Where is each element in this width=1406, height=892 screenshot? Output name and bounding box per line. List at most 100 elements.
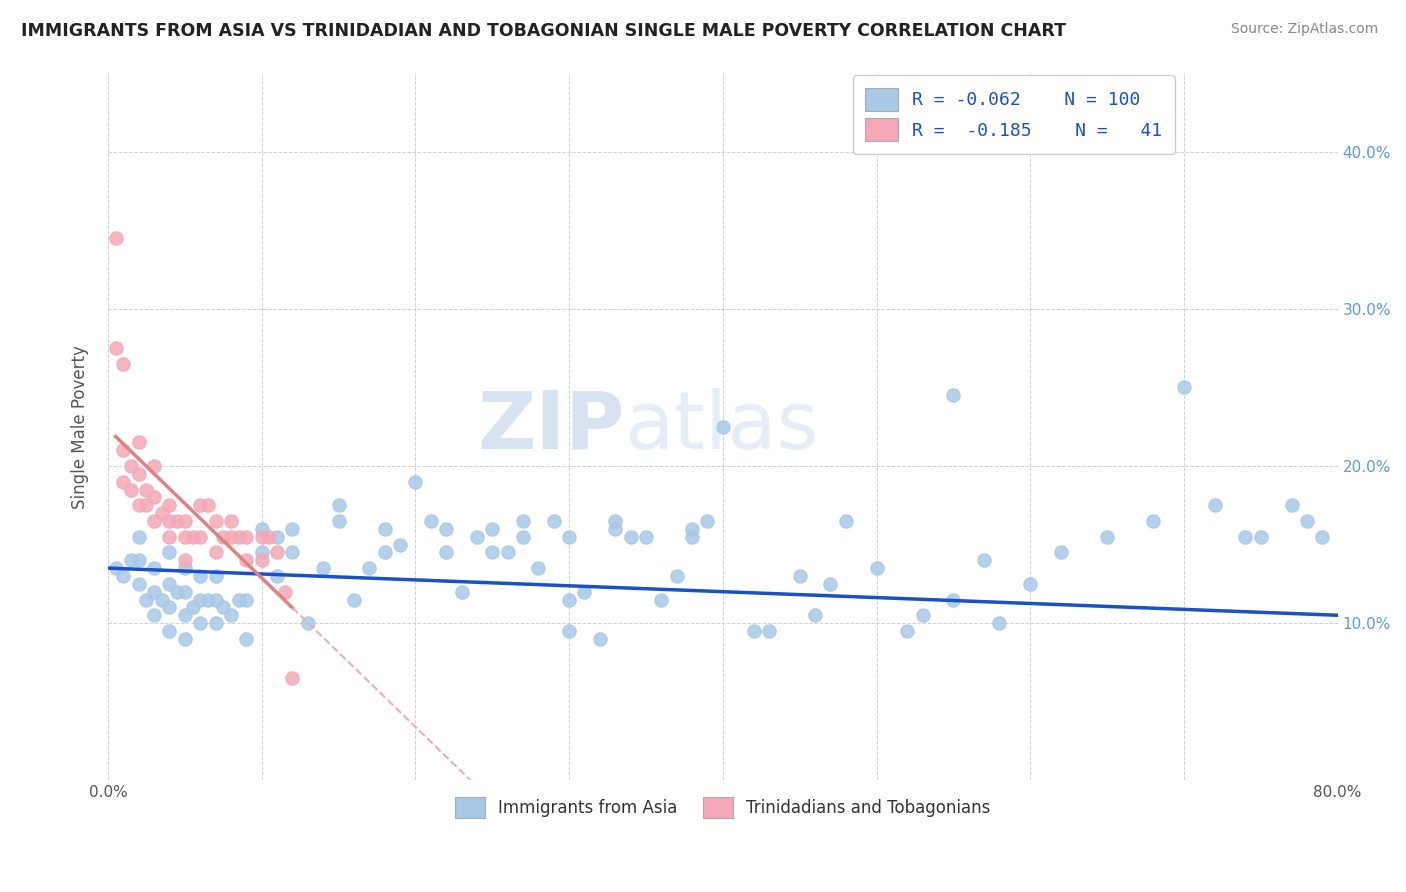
Point — [166, 584, 188, 599]
Point — [128, 498, 150, 512]
Point — [143, 514, 166, 528]
Point — [281, 545, 304, 559]
Point — [250, 553, 273, 567]
Point — [619, 530, 641, 544]
Point — [789, 569, 811, 583]
Point — [143, 458, 166, 473]
Point — [204, 569, 226, 583]
Point — [235, 530, 257, 544]
Point — [404, 475, 426, 489]
Point — [266, 569, 288, 583]
Point — [159, 514, 181, 528]
Point — [374, 522, 396, 536]
Text: ZIP: ZIP — [477, 388, 624, 466]
Point — [173, 561, 195, 575]
Point — [120, 553, 142, 567]
Point — [104, 341, 127, 355]
Text: atlas: atlas — [624, 388, 818, 466]
Point — [104, 231, 127, 245]
Point — [328, 514, 350, 528]
Point — [359, 561, 381, 575]
Point — [558, 592, 581, 607]
Point — [235, 592, 257, 607]
Point — [804, 608, 827, 623]
Point — [942, 592, 965, 607]
Point — [835, 514, 858, 528]
Point — [312, 561, 335, 575]
Point — [481, 545, 503, 559]
Point — [228, 592, 250, 607]
Point — [589, 632, 612, 646]
Point — [250, 530, 273, 544]
Point — [711, 419, 734, 434]
Point — [128, 435, 150, 450]
Point — [135, 498, 157, 512]
Point — [188, 498, 211, 512]
Point — [181, 600, 204, 615]
Point — [166, 514, 188, 528]
Point — [343, 592, 366, 607]
Point — [281, 522, 304, 536]
Point — [219, 530, 242, 544]
Point — [496, 545, 519, 559]
Point — [219, 514, 242, 528]
Point — [512, 514, 534, 528]
Point — [188, 569, 211, 583]
Point — [112, 443, 135, 458]
Point — [159, 577, 181, 591]
Point — [143, 584, 166, 599]
Point — [527, 561, 550, 575]
Point — [173, 514, 195, 528]
Point — [1250, 530, 1272, 544]
Point — [143, 491, 166, 505]
Point — [181, 530, 204, 544]
Point — [173, 584, 195, 599]
Point — [481, 522, 503, 536]
Point — [135, 592, 157, 607]
Point — [650, 592, 672, 607]
Point — [228, 530, 250, 544]
Point — [150, 592, 173, 607]
Point — [742, 624, 765, 638]
Point — [988, 616, 1011, 631]
Point — [159, 624, 181, 638]
Point — [1310, 530, 1333, 544]
Point — [419, 514, 441, 528]
Point — [235, 553, 257, 567]
Point — [1050, 545, 1073, 559]
Point — [173, 553, 195, 567]
Point — [266, 530, 288, 544]
Point — [128, 553, 150, 567]
Point — [1296, 514, 1319, 528]
Point — [465, 530, 488, 544]
Point — [558, 530, 581, 544]
Point — [942, 388, 965, 402]
Point — [143, 561, 166, 575]
Point — [605, 514, 627, 528]
Point — [112, 357, 135, 371]
Point — [297, 616, 319, 631]
Point — [250, 545, 273, 559]
Point — [104, 561, 127, 575]
Point — [173, 632, 195, 646]
Point — [558, 624, 581, 638]
Point — [250, 522, 273, 536]
Point — [374, 545, 396, 559]
Point — [1204, 498, 1226, 512]
Point — [204, 592, 226, 607]
Point — [1019, 577, 1042, 591]
Point — [266, 545, 288, 559]
Point — [434, 522, 457, 536]
Point — [389, 537, 412, 551]
Point — [1095, 530, 1118, 544]
Point — [112, 569, 135, 583]
Point — [1234, 530, 1257, 544]
Point — [911, 608, 934, 623]
Point — [235, 632, 257, 646]
Point — [681, 522, 703, 536]
Point — [150, 506, 173, 520]
Point — [173, 530, 195, 544]
Point — [1281, 498, 1303, 512]
Point — [159, 498, 181, 512]
Point — [159, 530, 181, 544]
